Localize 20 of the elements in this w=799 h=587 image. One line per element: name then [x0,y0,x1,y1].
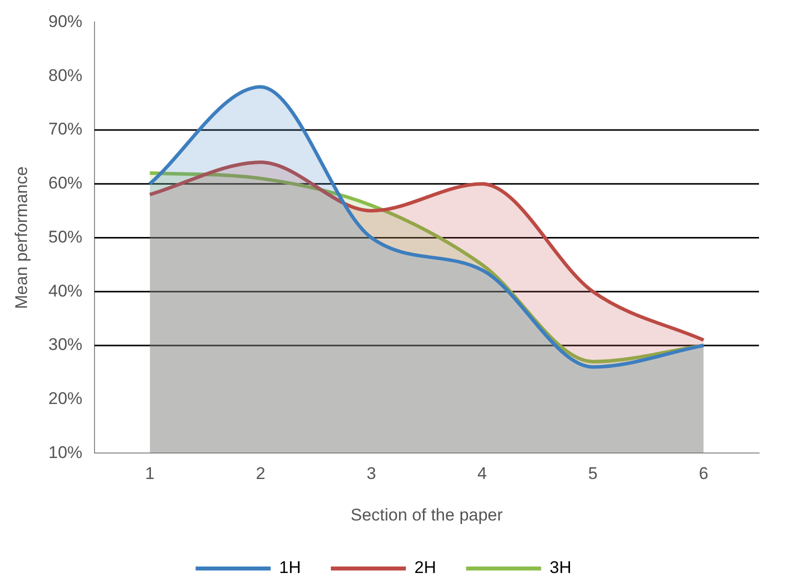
legend-label: 1H [279,558,301,578]
legend-label: 2H [414,558,436,578]
x-tick-label: 4 [477,464,487,484]
y-tick-label: 10% [48,442,82,462]
y-tick-label: 80% [48,66,82,85]
y-tick-label: 90% [48,12,82,31]
y-tick-label: 40% [48,281,82,300]
x-tick-label: 2 [256,464,266,484]
x-tick-label: 3 [366,464,376,484]
y-tick-label: 20% [48,389,82,408]
x-tick-label: 5 [588,464,598,484]
y-tick-label: 70% [48,120,82,139]
legend-label: 3H [550,558,572,578]
y-axis-title: Mean performance [12,166,31,310]
y-tick-label: 50% [48,227,82,246]
x-tick-label: 1 [145,464,155,484]
y-tick-label: 30% [48,335,82,354]
x-tick-label: 6 [698,464,708,484]
x-axis-title: Section of the paper [350,505,504,524]
y-tick-label: 60% [48,174,82,193]
